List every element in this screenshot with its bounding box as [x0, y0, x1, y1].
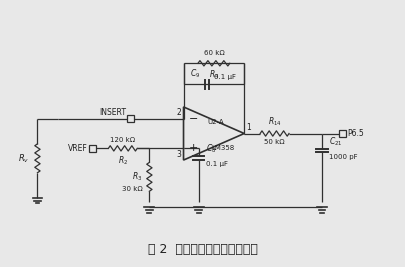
Text: −: −	[189, 114, 198, 124]
Text: 1: 1	[246, 123, 251, 132]
Text: $R_4$: $R_4$	[209, 69, 219, 81]
Text: 60 kΩ: 60 kΩ	[203, 50, 224, 57]
Bar	[339, 130, 346, 137]
Text: +: +	[189, 143, 198, 153]
Text: $R_{14}$: $R_{14}$	[268, 116, 281, 128]
Text: $C_8$: $C_8$	[206, 142, 217, 155]
Text: $R_3$: $R_3$	[132, 171, 143, 183]
Text: INSERT: INSERT	[99, 108, 126, 117]
Text: $R_2$: $R_2$	[118, 154, 128, 167]
Text: 50 kΩ: 50 kΩ	[264, 139, 285, 145]
Text: 2: 2	[177, 108, 181, 117]
Text: VREF: VREF	[68, 144, 88, 153]
Text: 1000 pF: 1000 pF	[329, 154, 358, 160]
Text: $C_9$: $C_9$	[190, 67, 200, 80]
Text: $C_{21}$: $C_{21}$	[329, 135, 343, 148]
Text: 120 kΩ: 120 kΩ	[110, 137, 135, 143]
Text: 图 2  血糖信号变换及放大电路: 图 2 血糖信号变换及放大电路	[147, 243, 258, 256]
Text: LM358: LM358	[212, 145, 235, 151]
Text: 0.1 μF: 0.1 μF	[206, 161, 228, 167]
Text: 30 kΩ: 30 kΩ	[122, 186, 143, 192]
Bar	[89, 144, 96, 152]
Text: 3: 3	[177, 150, 181, 159]
Text: P6.5: P6.5	[347, 129, 364, 138]
Text: 0.1 μF: 0.1 μF	[214, 74, 236, 80]
Bar	[127, 115, 134, 123]
Text: U2-A: U2-A	[207, 119, 224, 125]
Text: $R_v$: $R_v$	[19, 152, 30, 164]
